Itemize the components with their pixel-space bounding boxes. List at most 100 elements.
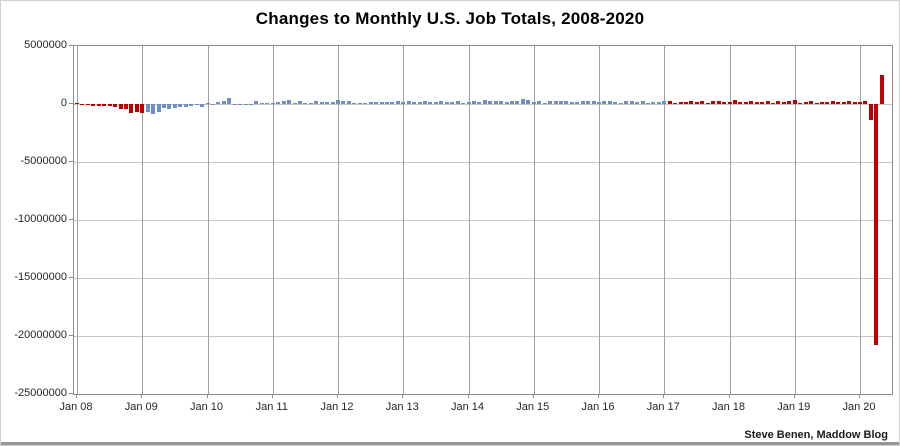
bar xyxy=(787,101,792,104)
x-axis-tick xyxy=(76,394,77,398)
bar xyxy=(624,101,629,104)
x-axis-tick xyxy=(663,394,665,398)
x-axis-label: Jan 14 xyxy=(450,401,485,413)
chart-title: Changes to Monthly U.S. Job Totals, 2008… xyxy=(255,9,645,28)
bar xyxy=(156,104,161,112)
x-axis-tick xyxy=(402,394,404,398)
bar xyxy=(346,101,351,104)
bar xyxy=(526,100,531,104)
bar xyxy=(743,102,748,104)
x-axis-tick xyxy=(728,394,730,398)
x-axis-tick xyxy=(598,394,599,398)
x-axis-label: Jan 18 xyxy=(711,401,746,413)
bar xyxy=(390,102,395,104)
bar xyxy=(493,101,498,104)
bar xyxy=(384,102,389,104)
bar xyxy=(597,102,601,104)
bar xyxy=(118,104,123,109)
plot-area xyxy=(73,45,893,395)
bar xyxy=(270,103,275,104)
bar xyxy=(504,102,509,104)
bar xyxy=(281,101,286,104)
bar xyxy=(227,98,232,104)
bar xyxy=(754,102,759,104)
vertical-gridline xyxy=(794,46,796,394)
vertical-gridline xyxy=(468,46,470,394)
vertical-gridline xyxy=(142,46,144,394)
bar xyxy=(749,101,754,104)
y-axis-tick xyxy=(69,219,73,220)
x-axis-label: Jan 11 xyxy=(255,401,288,413)
bar xyxy=(689,101,694,104)
bar xyxy=(548,101,553,104)
bar xyxy=(178,104,183,107)
bar xyxy=(406,101,411,104)
bar xyxy=(760,102,765,104)
y-axis-label: -20000000 xyxy=(14,329,67,341)
bar xyxy=(678,102,683,104)
x-axis-tick xyxy=(206,394,208,398)
bar xyxy=(455,101,460,104)
bar xyxy=(510,101,514,104)
x-axis-label: Jan 16 xyxy=(581,401,615,413)
bar xyxy=(531,102,536,104)
bar xyxy=(232,104,237,105)
bar xyxy=(732,100,737,104)
bar xyxy=(189,104,194,106)
bar xyxy=(852,102,857,104)
bar xyxy=(151,104,156,114)
bar xyxy=(297,101,302,104)
x-axis-label: Jan 09 xyxy=(124,401,158,413)
bar xyxy=(444,102,449,104)
bar xyxy=(738,102,743,104)
y-axis-label: 5000000 xyxy=(24,39,67,51)
x-axis-label: Jan 15 xyxy=(516,401,550,413)
bar xyxy=(482,100,487,104)
bar xyxy=(542,103,547,104)
bar xyxy=(673,103,678,104)
bar xyxy=(75,103,79,104)
bar xyxy=(183,104,188,107)
bar xyxy=(645,103,650,104)
y-axis-label: -5000000 xyxy=(20,155,68,167)
bar xyxy=(325,102,330,104)
bar xyxy=(314,101,319,104)
bar xyxy=(700,101,705,104)
bar xyxy=(85,104,90,105)
bar xyxy=(553,101,558,104)
y-axis-label: -25000000 xyxy=(14,387,67,399)
bar xyxy=(395,101,400,104)
y-axis-label: -10000000 xyxy=(14,213,67,225)
x-axis-label: Jan 13 xyxy=(385,401,419,413)
bar xyxy=(716,101,721,104)
bar xyxy=(711,101,716,104)
bar xyxy=(879,75,884,104)
bar xyxy=(607,101,612,104)
bar xyxy=(613,102,618,104)
bar xyxy=(308,103,313,104)
bottom-strip xyxy=(1,442,899,445)
vertical-gridline xyxy=(207,46,209,394)
y-axis-tick xyxy=(69,335,73,336)
bar xyxy=(629,101,634,104)
bar xyxy=(259,103,264,104)
bar xyxy=(221,101,226,104)
bar xyxy=(91,104,96,106)
bar xyxy=(656,102,661,104)
bar xyxy=(162,104,166,108)
bar xyxy=(363,103,368,104)
bar xyxy=(134,104,139,112)
bar xyxy=(684,102,688,104)
bar xyxy=(499,101,504,104)
horizontal-gridline xyxy=(74,104,892,105)
bar xyxy=(265,103,270,104)
bar xyxy=(586,101,591,104)
x-axis-label: Jan 19 xyxy=(777,401,811,413)
bar xyxy=(471,101,476,104)
x-axis-tick xyxy=(532,394,534,398)
bar xyxy=(341,101,346,104)
x-axis-tick xyxy=(859,394,860,398)
x-axis-label: Jan 12 xyxy=(320,401,354,413)
bar xyxy=(194,104,199,105)
bar xyxy=(694,102,699,104)
